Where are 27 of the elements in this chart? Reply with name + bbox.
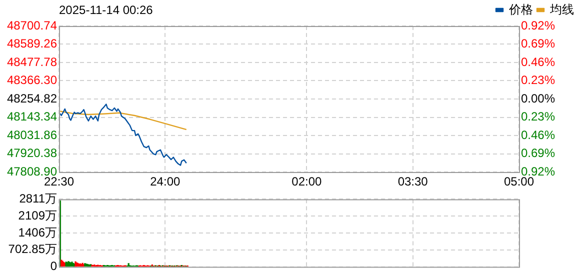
legend-label: 均线 xyxy=(549,2,574,16)
y-tick-label: 48589.26 xyxy=(6,36,58,51)
y2-tick-label: 0.69% xyxy=(521,36,556,51)
y-tick-label: 2811万 xyxy=(19,192,57,206)
y-tick-label: 1406万 xyxy=(18,225,57,240)
y2-tick-label: 0.00% xyxy=(521,91,556,106)
y-tick-label: 48700.74 xyxy=(6,18,58,32)
x-tick-label: 02:00 xyxy=(292,174,322,189)
y-tick-label: 47920.38 xyxy=(6,146,58,160)
legend-label: 价格 xyxy=(508,2,533,16)
y2-tick-label: 0.23% xyxy=(521,73,556,88)
y-tick-label: 48254.82 xyxy=(6,91,58,106)
y-tick-label: 48366.30 xyxy=(6,73,58,88)
y-tick-label: 702.85万 xyxy=(8,242,57,256)
y2-tick-label: 0.92% xyxy=(521,18,556,32)
y2-tick-label: 0.46% xyxy=(521,128,556,142)
y2-tick-label: 0.46% xyxy=(521,54,556,69)
y-tick-label: 2109万 xyxy=(18,208,57,222)
chart-title: 2025-11-14 00:26 xyxy=(59,3,153,17)
y2-tick-label: 0.69% xyxy=(521,146,556,160)
y-tick-label: 48143.34 xyxy=(6,110,58,124)
x-tick-label: 03:30 xyxy=(398,174,428,189)
y-tick-label: 0 xyxy=(50,259,58,274)
y-tick-label: 48477.78 xyxy=(6,54,58,69)
x-tick-label: 24:00 xyxy=(150,174,180,189)
y2-tick-label: 0.23% xyxy=(521,110,556,124)
y-tick-label: 48031.86 xyxy=(6,128,58,142)
